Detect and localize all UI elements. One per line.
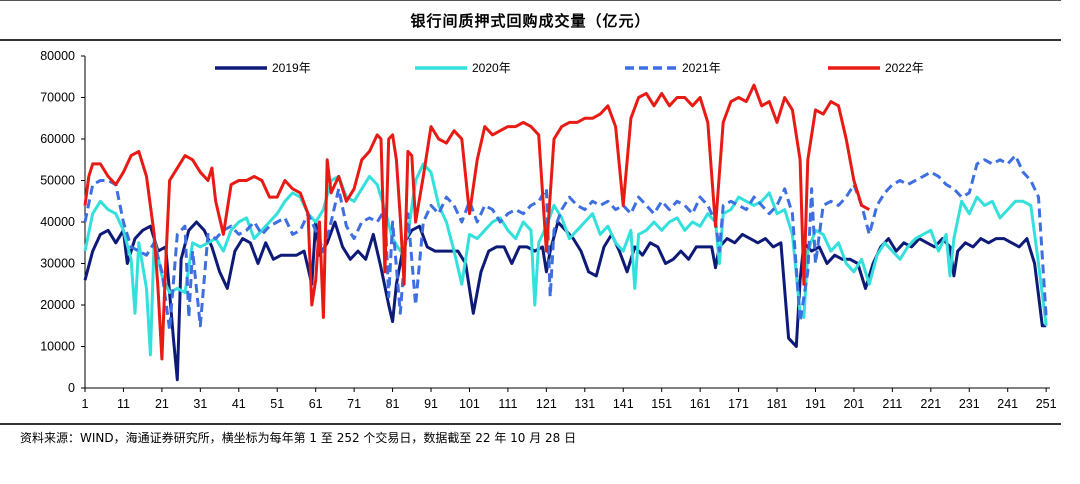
x-tick-label: 191 <box>805 397 826 411</box>
series-line-1 <box>83 162 1048 357</box>
chart-area: 0 10000 20000 30000 40000 50000 60000 70000 8000… <box>0 40 1080 420</box>
y-tick-label: 30000 <box>40 257 75 271</box>
legend-label-1: 2020年 <box>472 61 511 75</box>
series-line-0 <box>83 220 1047 382</box>
y-tick-label: 60000 <box>40 132 75 146</box>
y-tick-label: 50000 <box>40 174 75 188</box>
x-tick-label: 231 <box>959 397 980 411</box>
y-tick-label: 10000 <box>40 340 75 354</box>
legend-label-3: 2022年 <box>885 61 924 75</box>
x-tick-label: 161 <box>690 397 711 411</box>
y-tick-label: 0 <box>68 381 75 395</box>
x-tick-label: 101 <box>459 397 480 411</box>
x-tick-label: 131 <box>574 397 595 411</box>
x-tick-label: 171 <box>728 397 749 411</box>
y-tick-label: 80000 <box>40 49 75 63</box>
series-line-2 <box>83 154 1048 332</box>
x-tick-label: 201 <box>843 397 864 411</box>
x-tick-label: 121 <box>536 397 557 411</box>
series-line-3 <box>83 83 871 361</box>
x-tick-label: 111 <box>498 397 517 411</box>
x-tick-label: 1 <box>82 397 89 411</box>
x-tick-label: 141 <box>613 397 634 411</box>
x-tick-label: 31 <box>193 397 207 411</box>
x-tick-label: 241 <box>997 397 1018 411</box>
line-chart: 0 10000 20000 30000 40000 50000 60000 70000 8000… <box>40 49 1057 411</box>
x-tick-label: 211 <box>882 397 902 411</box>
x-tick-label: 41 <box>232 397 246 411</box>
x-tick-label: 71 <box>347 397 361 411</box>
chart-title: 银行间质押式回购成交量（亿元） <box>410 11 651 30</box>
x-tick-label: 81 <box>386 397 400 411</box>
x-tick-label: 51 <box>270 397 284 411</box>
y-tick-label: 40000 <box>40 215 75 229</box>
x-tick-label: 91 <box>424 397 438 411</box>
footer-divider <box>0 423 1061 425</box>
legend-label-0: 2019年 <box>272 61 311 75</box>
x-tick-label: 11 <box>117 397 130 411</box>
y-tick-label: 20000 <box>40 298 75 312</box>
x-tick-label: 221 <box>920 397 941 411</box>
x-tick-label: 61 <box>309 397 323 411</box>
x-tick-label: 181 <box>767 397 788 411</box>
x-tick-label: 251 <box>1036 397 1057 411</box>
x-tick-label: 21 <box>155 397 169 411</box>
chart-title-bar: 银行间质押式回购成交量（亿元） <box>0 0 1061 41</box>
x-tick-label: 151 <box>651 397 672 411</box>
legend-label-2: 2021年 <box>682 61 721 75</box>
source-note: 资料来源：WIND，海通证券研究所，横坐标为每年第 1 至 252 个交易日，数… <box>20 431 577 445</box>
y-tick-label: 70000 <box>40 91 75 105</box>
